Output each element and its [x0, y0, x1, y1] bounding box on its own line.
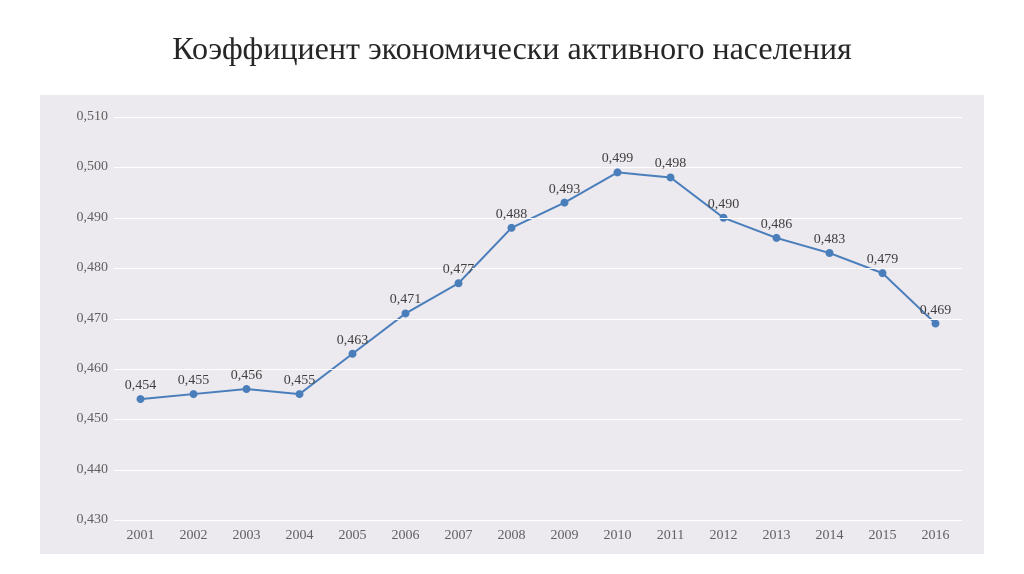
data-label: 0,455	[178, 373, 210, 389]
x-tick-label: 2006	[392, 528, 420, 544]
x-tick-label: 2014	[816, 528, 844, 544]
data-marker	[243, 385, 251, 393]
data-marker	[667, 173, 675, 181]
gridline	[114, 520, 962, 521]
data-marker	[296, 390, 304, 398]
x-tick-label: 2008	[498, 528, 526, 544]
y-tick-label: 0,460	[62, 361, 108, 377]
gridline	[114, 470, 962, 471]
chart-inner: 0,454 0,455 0,456 0,455 0,463 0,471 0,477 0,488…	[62, 113, 962, 546]
data-marker	[932, 320, 940, 328]
y-tick-label: 0,490	[62, 210, 108, 226]
plot-area: 0,454 0,455 0,456 0,455 0,463 0,471 0,477 0,488…	[114, 117, 962, 520]
line-path	[141, 172, 936, 399]
data-label: 0,490	[708, 197, 740, 213]
data-label: 0,456	[231, 368, 263, 384]
data-marker	[349, 350, 357, 358]
x-tick-label: 2013	[763, 528, 791, 544]
x-tick-label: 2002	[180, 528, 208, 544]
data-marker	[455, 279, 463, 287]
x-tick-label: 2011	[657, 528, 684, 544]
data-marker	[508, 224, 516, 232]
y-tick-label: 0,480	[62, 260, 108, 276]
gridline	[114, 167, 962, 168]
chart-panel: 0,454 0,455 0,456 0,455 0,463 0,471 0,477 0,488…	[40, 95, 984, 554]
y-tick-label: 0,470	[62, 311, 108, 327]
data-marker	[137, 395, 145, 403]
data-marker	[190, 390, 198, 398]
data-label: 0,455	[284, 373, 316, 389]
gridline	[114, 268, 962, 269]
page: Коэффициент экономически активного насел…	[0, 0, 1024, 574]
gridline	[114, 218, 962, 219]
data-marker	[614, 168, 622, 176]
y-tick-label: 0,450	[62, 411, 108, 427]
y-tick-label: 0,510	[62, 109, 108, 125]
x-tick-label: 2005	[339, 528, 367, 544]
y-tick-label: 0,440	[62, 462, 108, 478]
x-tick-label: 2015	[869, 528, 897, 544]
x-tick-label: 2004	[286, 528, 314, 544]
data-marker	[561, 199, 569, 207]
data-label: 0,488	[496, 207, 528, 223]
x-tick-label: 2001	[127, 528, 155, 544]
data-label: 0,454	[125, 378, 157, 394]
chart-title: Коэффициент экономически активного насел…	[40, 30, 984, 67]
x-tick-label: 2016	[922, 528, 950, 544]
data-marker	[402, 309, 410, 317]
x-tick-label: 2010	[604, 528, 632, 544]
data-label: 0,471	[390, 293, 422, 309]
data-marker	[773, 234, 781, 242]
data-label: 0,483	[814, 232, 846, 248]
data-label: 0,498	[655, 157, 687, 173]
data-label: 0,463	[337, 333, 369, 349]
y-tick-label: 0,500	[62, 159, 108, 175]
data-label: 0,486	[761, 217, 793, 233]
x-tick-label: 2003	[233, 528, 261, 544]
data-label: 0,493	[549, 182, 581, 198]
data-marker	[826, 249, 834, 257]
data-label: 0,499	[602, 152, 634, 168]
data-label: 0,477	[443, 262, 475, 278]
gridline	[114, 319, 962, 320]
x-tick-label: 2007	[445, 528, 473, 544]
data-marker	[879, 269, 887, 277]
gridline	[114, 419, 962, 420]
gridline	[114, 117, 962, 118]
data-label: 0,479	[867, 252, 899, 268]
x-tick-label: 2009	[551, 528, 579, 544]
y-tick-label: 0,430	[62, 512, 108, 528]
data-label: 0,469	[920, 303, 952, 319]
x-tick-label: 2012	[710, 528, 738, 544]
